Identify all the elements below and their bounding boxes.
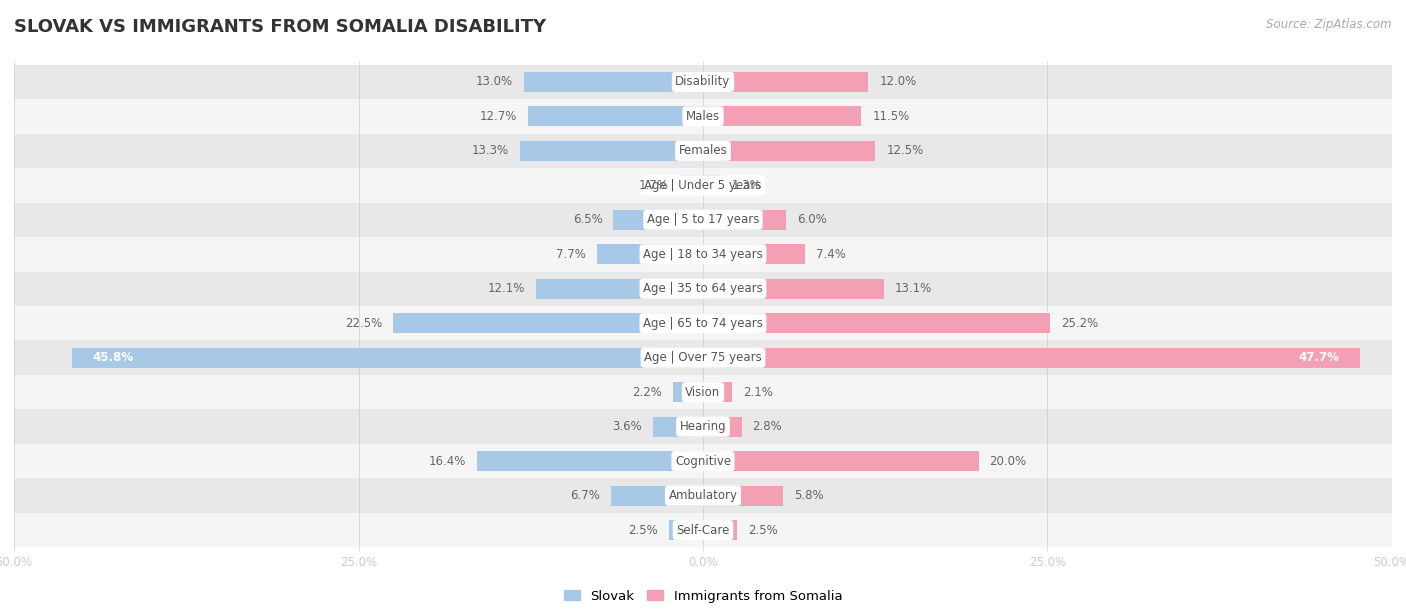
Text: Hearing: Hearing [679, 420, 727, 433]
Text: 2.8%: 2.8% [752, 420, 782, 433]
Bar [14, 306, 1392, 340]
Bar [14, 444, 1392, 479]
Bar [703, 382, 733, 402]
Text: Source: ZipAtlas.com: Source: ZipAtlas.com [1267, 18, 1392, 31]
Text: 12.0%: 12.0% [879, 75, 917, 88]
Text: 1.3%: 1.3% [733, 179, 762, 192]
Text: 2.5%: 2.5% [748, 524, 778, 537]
Bar [524, 72, 703, 92]
Bar [679, 175, 703, 195]
Text: SLOVAK VS IMMIGRANTS FROM SOMALIA DISABILITY: SLOVAK VS IMMIGRANTS FROM SOMALIA DISABI… [14, 18, 546, 36]
Bar [477, 451, 703, 471]
Text: Age | Under 5 years: Age | Under 5 years [644, 179, 762, 192]
Bar [529, 106, 703, 126]
Text: 12.1%: 12.1% [488, 282, 526, 295]
Bar [703, 417, 741, 437]
Bar [672, 382, 703, 402]
Text: 2.5%: 2.5% [628, 524, 658, 537]
Bar [703, 244, 806, 264]
Text: Females: Females [679, 144, 727, 157]
Bar [703, 486, 783, 506]
Text: 20.0%: 20.0% [990, 455, 1026, 468]
Text: 5.8%: 5.8% [794, 489, 824, 502]
Bar [703, 210, 786, 230]
Bar [14, 340, 1392, 375]
Text: 7.7%: 7.7% [555, 248, 586, 261]
Legend: Slovak, Immigrants from Somalia: Slovak, Immigrants from Somalia [558, 584, 848, 608]
Text: 25.2%: 25.2% [1062, 317, 1098, 330]
Text: 12.5%: 12.5% [886, 144, 924, 157]
Bar [703, 72, 869, 92]
Text: 2.2%: 2.2% [631, 386, 662, 398]
Text: 13.0%: 13.0% [475, 75, 513, 88]
Text: Ambulatory: Ambulatory [668, 489, 738, 502]
Text: 45.8%: 45.8% [93, 351, 134, 364]
Bar [392, 313, 703, 334]
Bar [613, 210, 703, 230]
Bar [72, 348, 703, 368]
Text: 16.4%: 16.4% [429, 455, 465, 468]
Bar [703, 451, 979, 471]
Text: 12.7%: 12.7% [479, 110, 517, 123]
Bar [536, 278, 703, 299]
Bar [654, 417, 703, 437]
Bar [14, 375, 1392, 409]
Text: Age | 65 to 74 years: Age | 65 to 74 years [643, 317, 763, 330]
Bar [14, 409, 1392, 444]
Bar [14, 237, 1392, 272]
Bar [703, 106, 862, 126]
Bar [703, 175, 721, 195]
Text: 47.7%: 47.7% [1299, 351, 1340, 364]
Text: Self-Care: Self-Care [676, 524, 730, 537]
Bar [703, 520, 738, 540]
Bar [520, 141, 703, 161]
Bar [669, 520, 703, 540]
Text: 13.1%: 13.1% [894, 282, 932, 295]
Bar [14, 513, 1392, 547]
Text: 6.5%: 6.5% [572, 214, 602, 226]
Text: 2.1%: 2.1% [742, 386, 773, 398]
Bar [14, 168, 1392, 203]
Text: Age | 18 to 34 years: Age | 18 to 34 years [643, 248, 763, 261]
Bar [610, 486, 703, 506]
Bar [703, 348, 1360, 368]
Bar [703, 313, 1050, 334]
Bar [14, 203, 1392, 237]
Bar [14, 272, 1392, 306]
Bar [14, 133, 1392, 168]
Text: Age | 35 to 64 years: Age | 35 to 64 years [643, 282, 763, 295]
Text: 7.4%: 7.4% [815, 248, 846, 261]
Text: 11.5%: 11.5% [873, 110, 910, 123]
Text: 3.6%: 3.6% [613, 420, 643, 433]
Bar [598, 244, 703, 264]
Text: 6.0%: 6.0% [797, 214, 827, 226]
Bar [14, 65, 1392, 99]
Bar [703, 141, 875, 161]
Text: Age | Over 75 years: Age | Over 75 years [644, 351, 762, 364]
Text: 6.7%: 6.7% [569, 489, 599, 502]
Text: Disability: Disability [675, 75, 731, 88]
Text: 13.3%: 13.3% [471, 144, 509, 157]
Text: Age | 5 to 17 years: Age | 5 to 17 years [647, 214, 759, 226]
Text: 1.7%: 1.7% [638, 179, 669, 192]
Text: Vision: Vision [685, 386, 721, 398]
Text: Males: Males [686, 110, 720, 123]
Bar [14, 479, 1392, 513]
Bar [14, 99, 1392, 133]
Text: Cognitive: Cognitive [675, 455, 731, 468]
Text: 22.5%: 22.5% [344, 317, 382, 330]
Bar [703, 278, 883, 299]
